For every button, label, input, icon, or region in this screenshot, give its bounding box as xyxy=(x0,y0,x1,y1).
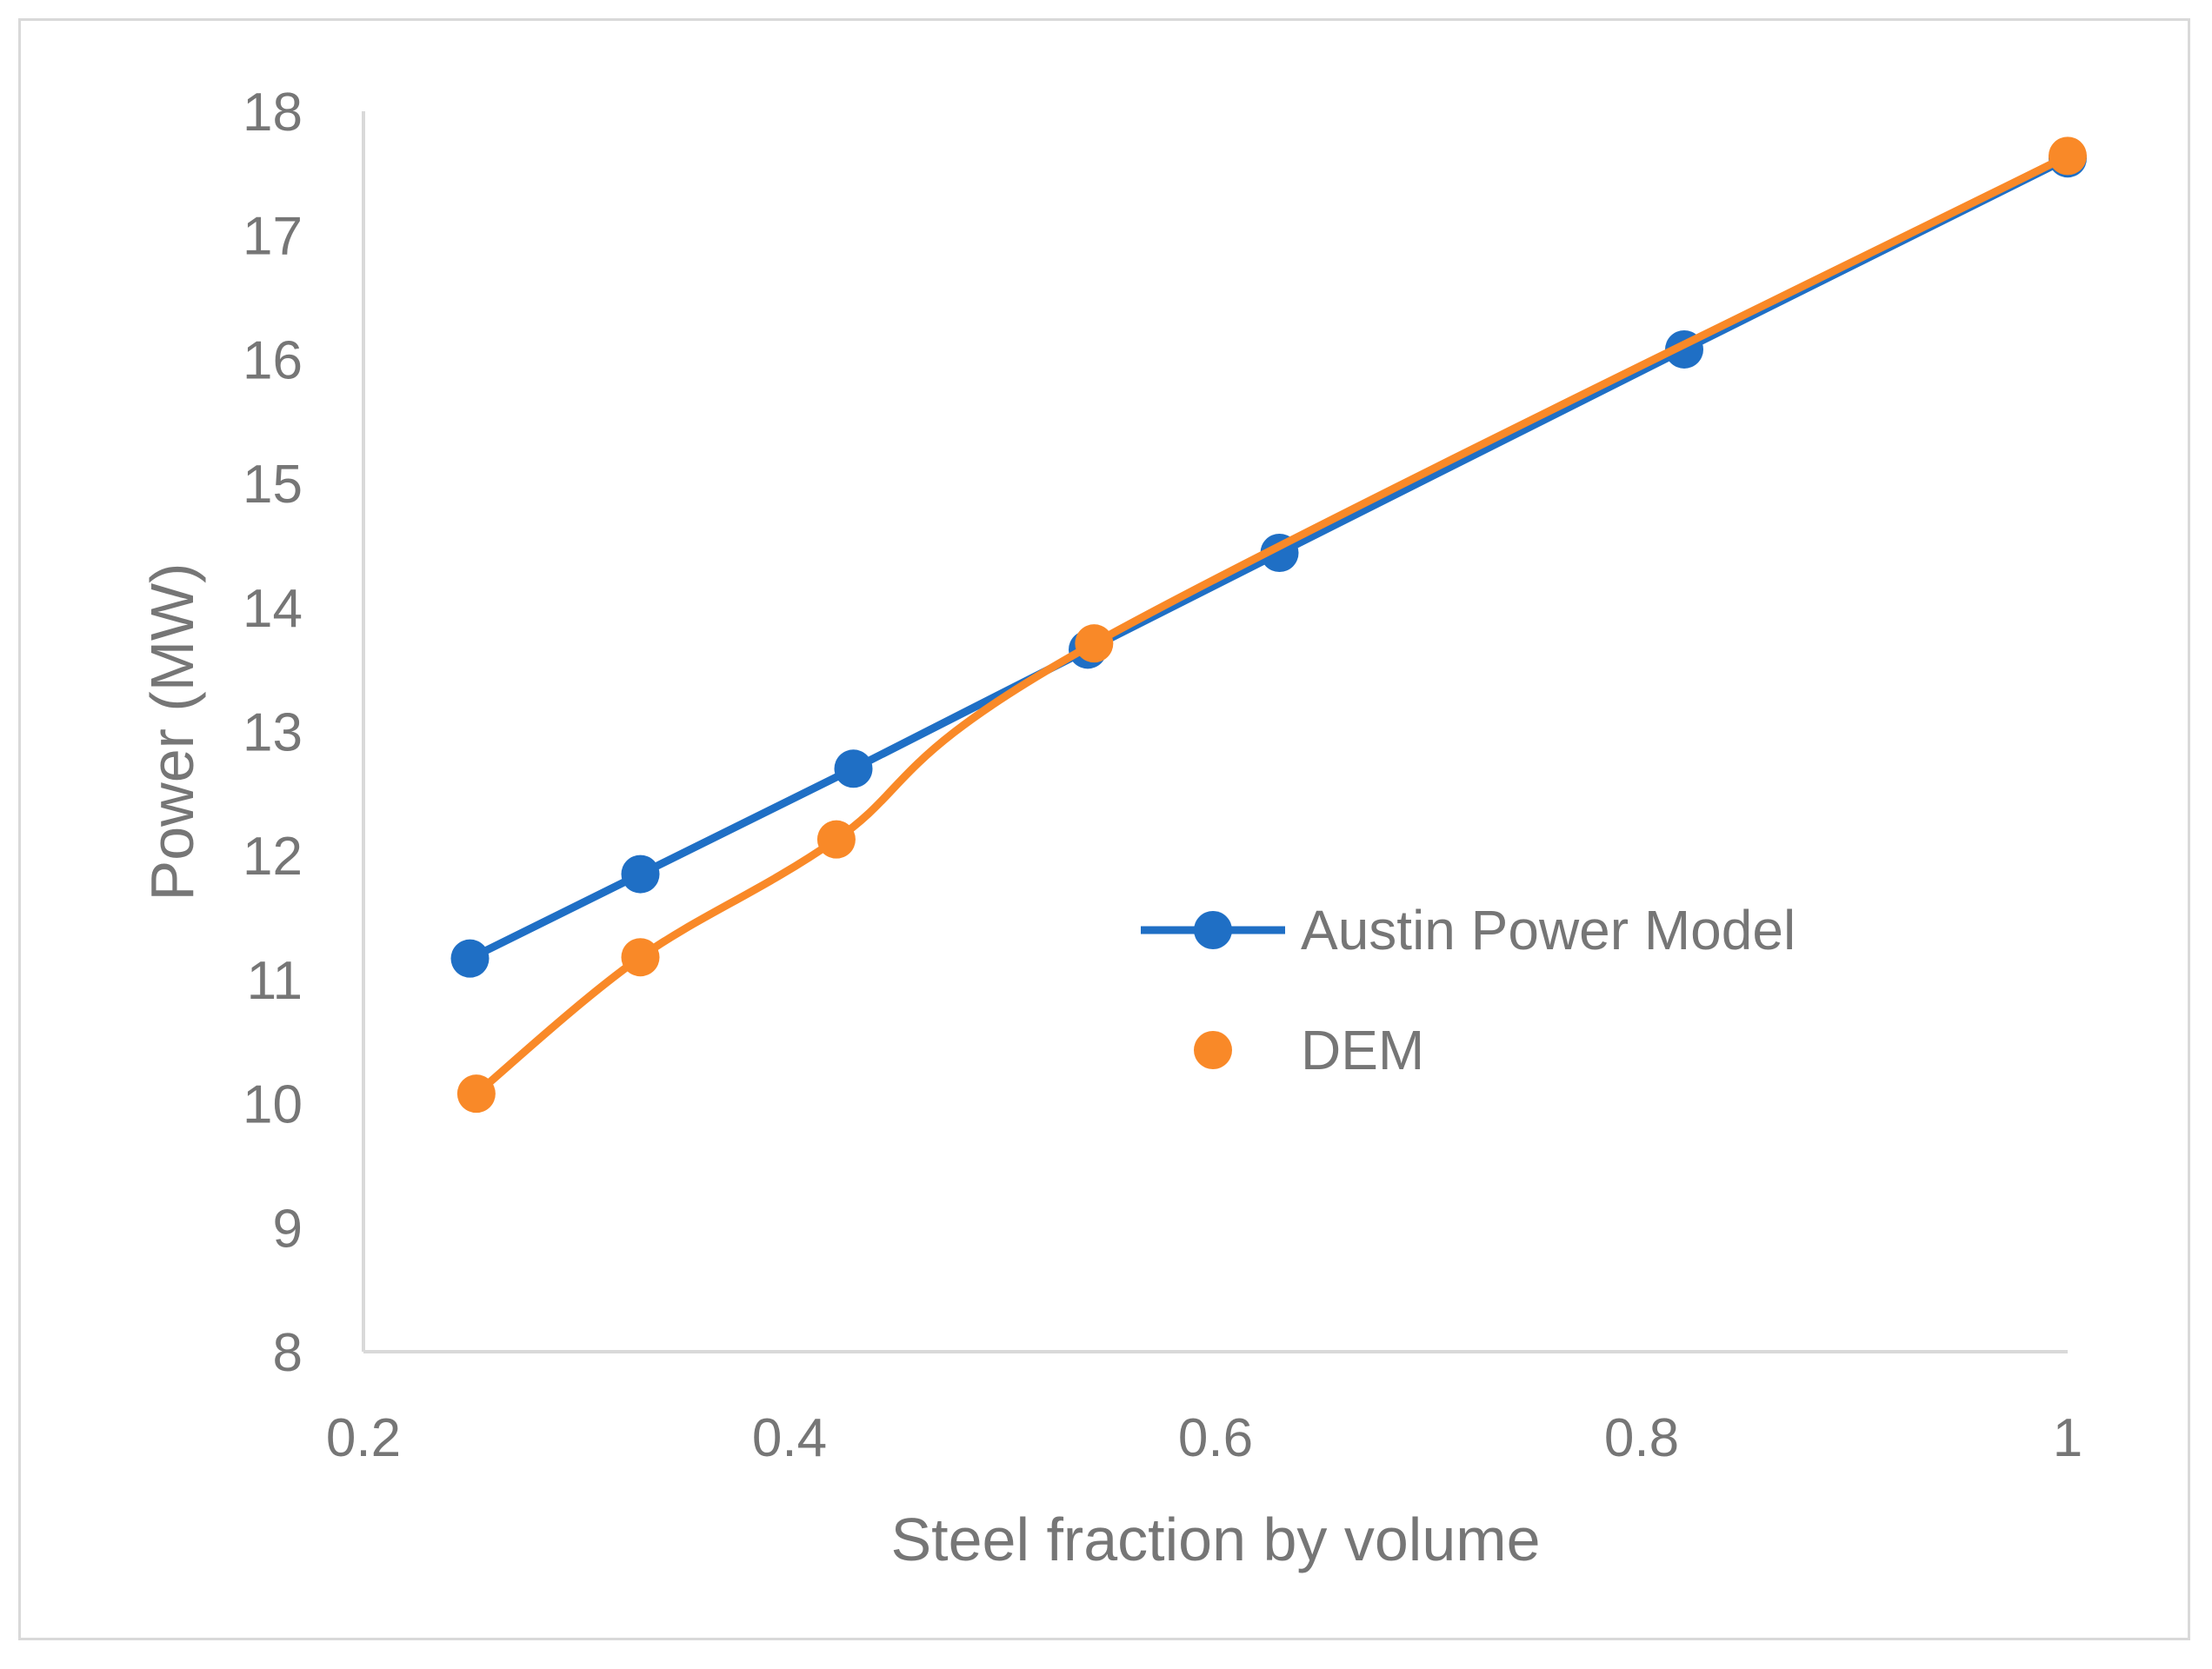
x-tick-label: 0.2 xyxy=(326,1408,401,1468)
y-tick-labels: 8 9 10 11 12 13 14 15 16 17 18 xyxy=(243,83,303,1383)
data-point-austin-power-model xyxy=(621,854,660,894)
y-tick-label: 13 xyxy=(243,703,303,763)
y-tick-label: 10 xyxy=(243,1075,303,1135)
chart-frame xyxy=(18,18,2190,1640)
axes xyxy=(362,111,2068,1353)
data-point-dem xyxy=(2049,136,2087,176)
series-layer xyxy=(450,136,2087,1114)
legend-item-dem: DEM xyxy=(1194,1019,1424,1081)
data-point-dem xyxy=(1075,624,1114,663)
series-dem xyxy=(456,136,2087,1114)
y-tick-label: 18 xyxy=(243,83,303,143)
y-tick-label: 9 xyxy=(273,1199,303,1259)
x-tick-label: 0.4 xyxy=(752,1408,827,1468)
data-point-austin-power-model xyxy=(834,749,873,788)
legend-marker-dem xyxy=(1194,1031,1232,1069)
x-tick-label: 0.6 xyxy=(1178,1408,1253,1468)
y-tick-label: 15 xyxy=(243,455,303,515)
y-tick-label: 12 xyxy=(243,827,303,887)
legend-label-austin-power-model: Austin Power Model xyxy=(1301,899,1796,961)
y-axis-title: Power (MW) xyxy=(138,563,206,901)
y-tick-label: 16 xyxy=(243,330,303,390)
x-axis-title: Steel fraction by volume xyxy=(890,1506,1540,1573)
legend-marker-austin-power-model xyxy=(1194,911,1232,949)
data-point-dem xyxy=(621,938,660,977)
x-tick-label: 0.8 xyxy=(1604,1408,1679,1468)
legend: Austin Power Model DEM xyxy=(1141,899,1796,1081)
data-point-dem xyxy=(456,1074,496,1114)
data-point-austin-power-model xyxy=(450,939,490,978)
y-tick-label: 8 xyxy=(273,1323,303,1383)
series-line-dem xyxy=(472,151,2072,1098)
x-tick-label: 1 xyxy=(2053,1408,2082,1468)
legend-label-dem: DEM xyxy=(1301,1019,1424,1081)
x-tick-labels: 0.2 0.4 0.6 0.8 1 xyxy=(326,1408,2082,1468)
data-point-dem xyxy=(816,820,856,859)
y-tick-label: 11 xyxy=(247,951,303,1011)
legend-item-austin-power-model: Austin Power Model xyxy=(1141,899,1796,961)
y-tick-label: 14 xyxy=(243,579,303,639)
y-tick-label: 17 xyxy=(243,207,303,267)
